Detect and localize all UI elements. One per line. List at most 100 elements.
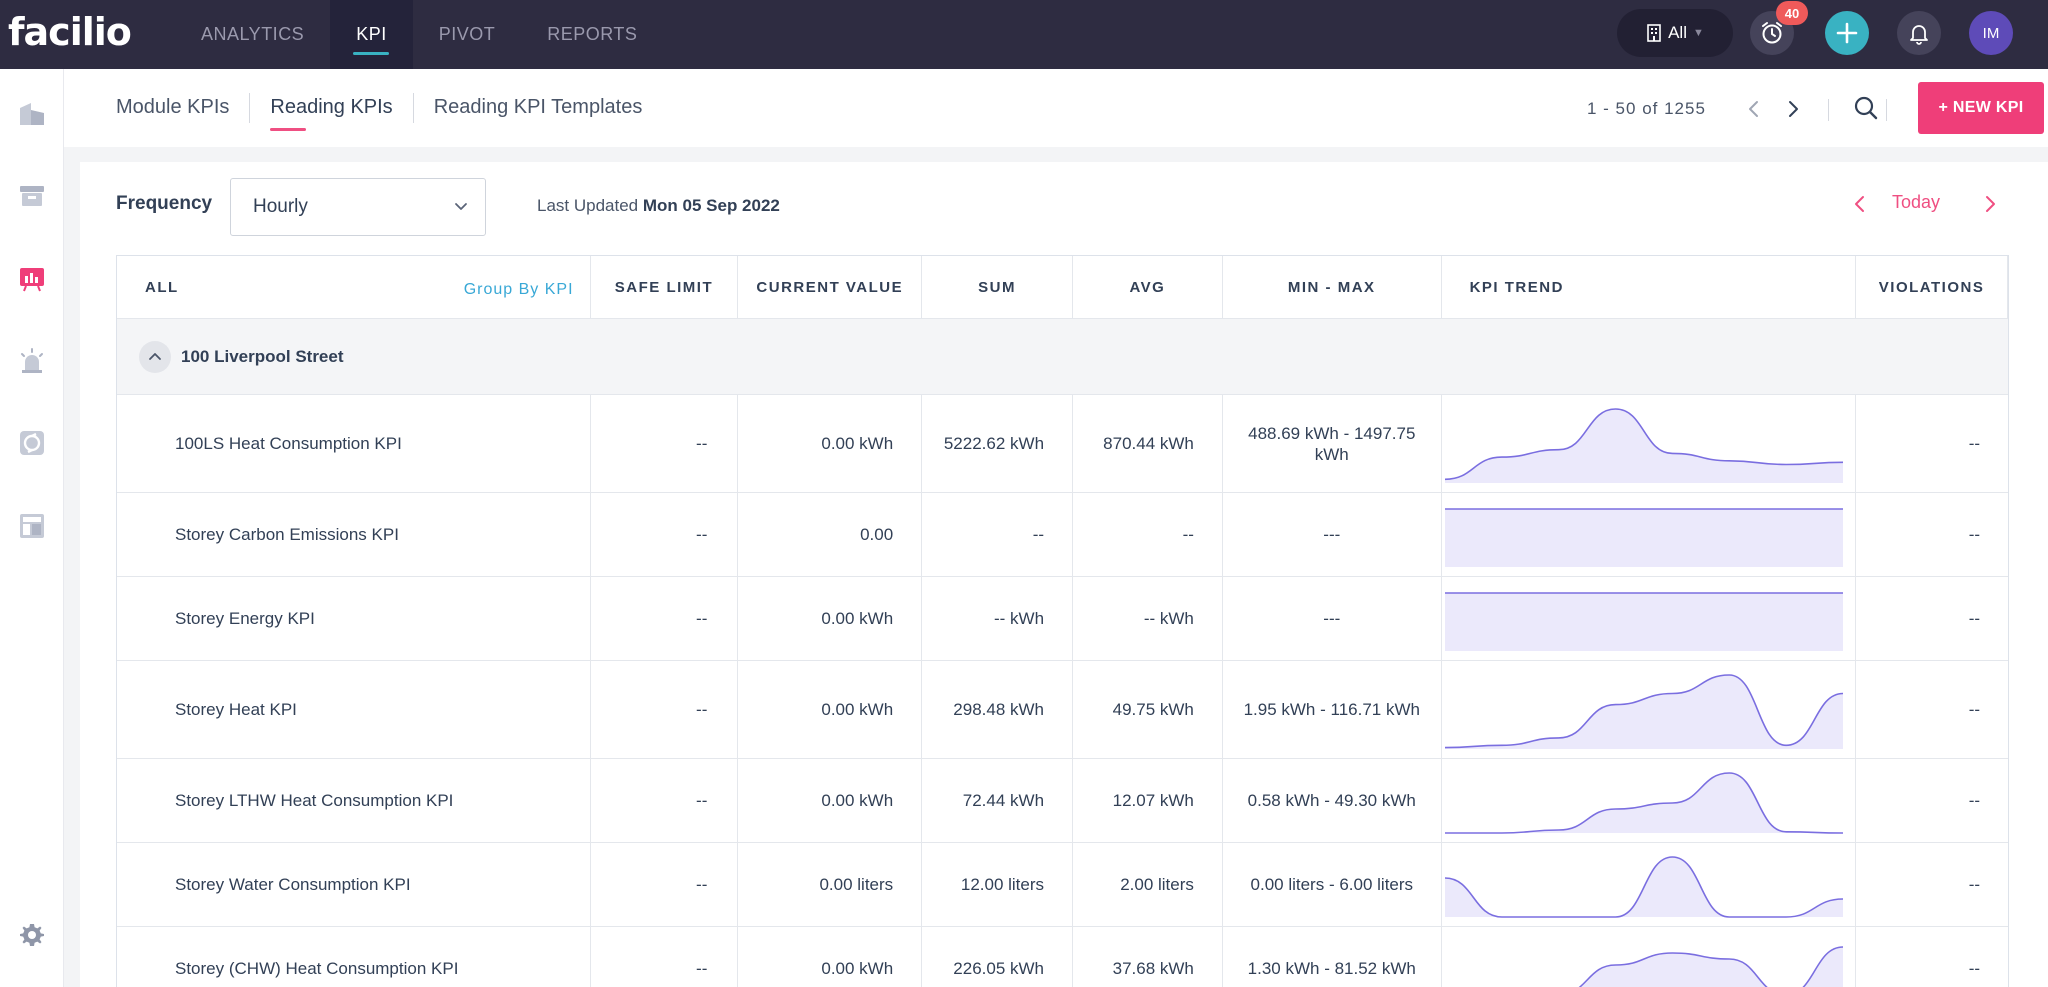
nav-analytics[interactable]: ANALYTICS [201, 24, 305, 44]
header-all: ALL Group By KPI [117, 256, 591, 318]
current-value-text: 0.00 kWh [821, 958, 894, 978]
kpi-name-text: Storey Water Consumption KPI [175, 874, 411, 894]
tab-reading-kpi-templates[interactable]: Reading KPI Templates [412, 93, 663, 123]
top-bar: facilio ANALYTICS KPI PIVOT REPORTS All … [0, 0, 2048, 69]
kpi-name-cell: Storey Carbon Emissions KPI [117, 493, 591, 576]
kpi-trend-cell [1442, 493, 1857, 576]
siren-icon [21, 348, 43, 373]
new-kpi-button[interactable]: + NEW KPI [1918, 82, 2044, 134]
buildings-icon [20, 103, 44, 125]
safe-limit-cell: -- [591, 395, 739, 492]
frequency-select[interactable]: Hourly [230, 178, 486, 236]
sum-cell: 226.05 kWh [922, 927, 1074, 987]
trend-area [1444, 592, 1843, 651]
min-max-cell: 1.30 kWh - 81.52 kWh [1223, 927, 1442, 987]
kpi-tabs: Module KPIs Reading KPIs Reading KPI Tem… [116, 69, 662, 147]
avg-cell: 12.07 kWh [1073, 759, 1223, 842]
table-row[interactable]: Storey (CHW) Heat Consumption KPI -- 0.00 … [117, 927, 2008, 987]
sum-text: 72.44 kWh [962, 791, 1045, 810]
kpi-table: ALL Group By KPI SAFE LIMIT CURRENT VALU… [116, 255, 2009, 987]
kpi-name-cell: Storey Heat KPI [117, 661, 591, 758]
violations-cell: -- [1856, 493, 2008, 576]
sum-cell: 5222.62 kWh [922, 395, 1074, 492]
table-row[interactable]: Storey Carbon Emissions KPI -- 0.00 -- -- ---… [117, 493, 2008, 577]
frequency-label: Frequency [116, 193, 213, 214]
quick-add-button[interactable] [1825, 11, 1869, 55]
chevron-down-icon [455, 203, 467, 210]
floorplan-icon [20, 514, 44, 538]
table-row[interactable]: Storey LTHW Heat Consumption KPI -- 0.00 k… [117, 759, 2008, 843]
trend-area [1444, 674, 1843, 749]
tab-module-kpis[interactable]: Module KPIs [116, 96, 230, 118]
trend-area [1444, 408, 1843, 483]
header-kpi-trend: KPI TREND [1442, 256, 1857, 318]
group-row[interactable]: 100 Liverpool Street [117, 319, 2008, 395]
date-prev-icon[interactable] [1850, 194, 1870, 214]
search-icon[interactable] [1852, 94, 1880, 122]
table-row[interactable]: 100LS Heat Consumption KPI -- 0.00 kWh 5222… [117, 395, 2008, 493]
violations-text: -- [1968, 699, 1981, 719]
kpi-trend-sparkline [1444, 507, 1843, 567]
table-header: ALL Group By KPI SAFE LIMIT CURRENT VALU… [117, 256, 2008, 319]
tab-reading-kpis[interactable]: Reading KPIs [249, 93, 412, 131]
min-max-cell: 1.95 kWh - 116.71 kWh [1223, 661, 1442, 758]
table-row[interactable]: Storey Energy KPI -- 0.00 kWh -- kWh -- kWh -… [117, 577, 2008, 661]
group-by-kpi-link[interactable]: Group By KPI [463, 281, 574, 298]
sidebar-item-analytics[interactable] [16, 262, 48, 294]
header-avg: AVG [1073, 256, 1223, 318]
sidebar-item-buildings[interactable] [16, 97, 48, 129]
nav-kpi[interactable]: KPI [330, 0, 413, 69]
table-row[interactable]: Storey Water Consumption KPI -- 0.00 liter… [117, 843, 2008, 927]
sidebar-item-inventory[interactable] [16, 180, 48, 212]
violations-text: -- [1968, 790, 1981, 810]
nav-pivot[interactable]: PIVOT [438, 24, 496, 44]
safe-limit-text: -- [696, 790, 708, 810]
safe-limit-cell: -- [591, 927, 739, 987]
min-max-cell: 488.69 kWh - 1497.75 kWh [1223, 395, 1442, 492]
alarm-clock-icon [1762, 22, 1782, 44]
kpi-name-text: 100LS Heat Consumption KPI [175, 433, 402, 453]
violations-cell: -- [1856, 759, 2008, 842]
sidebar-item-maintenance[interactable] [16, 427, 48, 459]
collapse-group-button[interactable] [139, 340, 171, 373]
sum-text: 12.00 liters [960, 875, 1045, 894]
current-value-cell: 0.00 liters [738, 843, 923, 926]
sidebar-item-settings[interactable] [16, 919, 48, 951]
plus-icon [1836, 22, 1858, 44]
avg-cell: 870.44 kWh [1073, 395, 1223, 492]
nav-reports[interactable]: REPORTS [547, 24, 638, 44]
today-button[interactable]: Today [1892, 192, 1941, 212]
min-max-cell: --- [1223, 493, 1442, 576]
trend-line [1577, 945, 1843, 987]
current-value-text: 0.00 kWh [821, 790, 894, 810]
facilio-logo[interactable]: facilio [8, 10, 132, 54]
chevron-left-icon[interactable] [1744, 99, 1764, 119]
header-current-value: CURRENT VALUE [738, 256, 923, 318]
min-max-text: 1.95 kWh - 116.71 kWh [1243, 700, 1420, 719]
user-avatar[interactable]: IM [1969, 11, 2013, 55]
chevron-right-icon[interactable] [1783, 99, 1803, 119]
safe-limit-cell: -- [591, 493, 739, 576]
trend-line [1444, 673, 1843, 748]
table-body: 100LS Heat Consumption KPI -- 0.00 kWh 5222… [117, 395, 2008, 987]
site-selector[interactable]: All ▼ [1617, 9, 1733, 57]
min-max-text: 1.30 kWh - 81.52 kWh [1247, 959, 1416, 978]
violations-text: -- [1968, 608, 1981, 628]
notifications-button[interactable] [1897, 11, 1941, 55]
kpi-name-cell: Storey Water Consumption KPI [117, 843, 591, 926]
sum-text: -- kWh [993, 609, 1045, 628]
date-next-icon[interactable] [1980, 194, 2000, 214]
sum-text: 5222.62 kWh [943, 434, 1045, 453]
sum-cell: -- kWh [922, 577, 1074, 660]
last-updated-value: Mon 05 Sep 2022 [642, 196, 780, 215]
kpi-trend-sparkline [1577, 945, 1843, 987]
building-icon [1647, 24, 1661, 42]
sidebar-item-spaces[interactable] [16, 510, 48, 542]
violations-text: -- [1968, 524, 1981, 544]
avg-text: -- [1182, 525, 1194, 544]
avg-cell: 2.00 liters [1073, 843, 1223, 926]
sum-cell: 72.44 kWh [922, 759, 1074, 842]
table-row[interactable]: Storey Heat KPI -- 0.00 kWh 298.48 kWh 49.75… [117, 661, 2008, 759]
sidebar-item-alarms[interactable] [16, 345, 48, 377]
violations-cell: -- [1856, 395, 2008, 492]
